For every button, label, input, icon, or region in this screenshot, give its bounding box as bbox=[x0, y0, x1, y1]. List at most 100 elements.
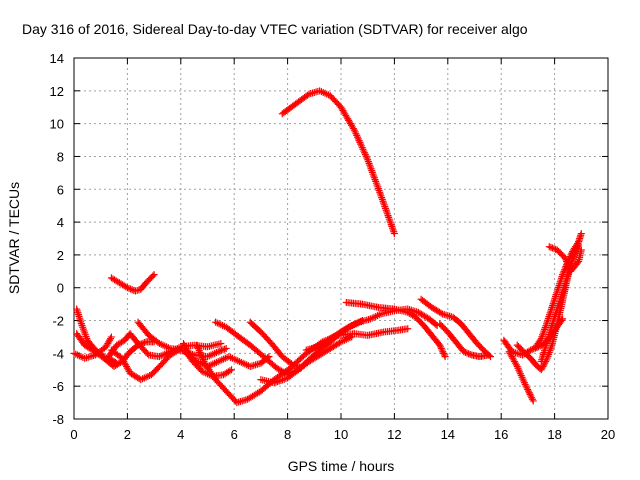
y-tick-label: 14 bbox=[50, 51, 64, 66]
data-point-marker bbox=[569, 254, 577, 262]
data-point-marker bbox=[150, 271, 158, 279]
y-tick-label: 0 bbox=[57, 281, 64, 296]
data-point-marker bbox=[512, 361, 520, 369]
data-point-marker bbox=[180, 341, 188, 349]
data-point-marker bbox=[562, 256, 570, 264]
x-tick-label: 2 bbox=[124, 427, 131, 442]
x-tick-labels: 0 2 4 6 8 10 12 14 16 18 20 bbox=[70, 427, 615, 442]
data-point-marker bbox=[465, 350, 473, 358]
y-tick-label: 12 bbox=[50, 84, 64, 99]
data-point-marker bbox=[226, 367, 234, 375]
data-point-marker bbox=[526, 390, 534, 398]
data-point-marker bbox=[564, 261, 572, 269]
data-point-marker bbox=[348, 333, 356, 341]
series-arc-j bbox=[212, 318, 356, 379]
data-point-marker bbox=[437, 344, 445, 352]
data-point-marker bbox=[570, 253, 578, 261]
y-tick-labels: -8 -6 -4 -2 0 2 4 6 8 10 12 14 bbox=[50, 51, 64, 427]
series-arc-o bbox=[417, 295, 495, 361]
data-point-marker bbox=[279, 376, 287, 384]
data-point-marker bbox=[527, 392, 535, 400]
data-point-marker bbox=[438, 346, 446, 354]
data-point-marker bbox=[545, 243, 553, 251]
data-point-marker bbox=[217, 340, 225, 348]
data-point-marker bbox=[127, 285, 135, 293]
data-point-marker bbox=[125, 284, 133, 292]
data-point-marker bbox=[525, 347, 533, 355]
data-point-marker bbox=[291, 362, 299, 370]
data-point-marker bbox=[528, 394, 536, 402]
data-point-marker bbox=[143, 350, 151, 358]
data-point-marker bbox=[522, 382, 530, 390]
data-point-marker bbox=[107, 333, 115, 341]
data-point-marker bbox=[437, 309, 445, 317]
data-point-marker bbox=[563, 257, 571, 265]
series-arc-r bbox=[505, 348, 537, 405]
data-point-marker bbox=[277, 376, 285, 384]
data-point-marker bbox=[303, 91, 311, 99]
y-tick-label: -6 bbox=[52, 379, 64, 394]
series-arc-k bbox=[246, 318, 305, 372]
x-tick-label: 20 bbox=[601, 427, 615, 442]
x-tick-label: 6 bbox=[231, 427, 238, 442]
data-point-marker bbox=[550, 245, 558, 253]
data-point-marker bbox=[221, 345, 229, 353]
x-axis-label: GPS time / hours bbox=[288, 458, 395, 474]
y-tick-label: 4 bbox=[57, 215, 64, 230]
chart-title: Day 316 of 2016, Sidereal Day-to-day VTE… bbox=[22, 21, 528, 37]
series-arc-p bbox=[436, 320, 492, 361]
data-point-marker bbox=[461, 348, 469, 356]
data-point-marker bbox=[563, 259, 571, 267]
data-point-marker bbox=[216, 347, 224, 355]
data-point-marker bbox=[177, 346, 185, 354]
data-point-marker bbox=[565, 262, 573, 270]
data-point-marker bbox=[529, 397, 537, 405]
data-point-marker bbox=[441, 353, 449, 361]
data-point-marker bbox=[181, 343, 189, 351]
data-point-marker bbox=[528, 395, 536, 403]
data-point-marker bbox=[575, 241, 583, 249]
data-point-marker bbox=[463, 349, 471, 357]
x-tick-label: 18 bbox=[547, 427, 561, 442]
data-series bbox=[70, 87, 585, 407]
data-point-marker bbox=[404, 325, 412, 333]
data-point-marker bbox=[436, 341, 444, 349]
data-point-marker bbox=[559, 315, 567, 323]
data-point-marker bbox=[122, 283, 130, 291]
data-point-marker bbox=[270, 379, 278, 387]
x-tick-label: 4 bbox=[177, 427, 184, 442]
data-point-marker bbox=[561, 254, 569, 262]
data-point-marker bbox=[128, 286, 136, 294]
y-tick-label: -2 bbox=[52, 314, 64, 329]
data-point-marker bbox=[466, 350, 474, 358]
series-arc-m bbox=[302, 305, 441, 354]
series-arc-u bbox=[537, 241, 583, 366]
data-point-marker bbox=[573, 259, 581, 267]
data-point-marker bbox=[219, 346, 227, 354]
data-point-marker bbox=[214, 348, 222, 356]
x-tick-label: 12 bbox=[387, 427, 401, 442]
x-tick-label: 8 bbox=[284, 427, 291, 442]
data-point-marker bbox=[289, 361, 297, 369]
y-tick-label: -4 bbox=[52, 346, 64, 361]
data-point-marker bbox=[524, 387, 532, 395]
data-point-marker bbox=[217, 346, 225, 354]
y-tick-label: 8 bbox=[57, 149, 64, 164]
data-point-marker bbox=[547, 243, 555, 251]
y-tick-label: 6 bbox=[57, 182, 64, 197]
data-point-marker bbox=[524, 385, 532, 393]
data-point-marker bbox=[528, 345, 536, 353]
series-arc-t bbox=[532, 230, 585, 351]
data-point-marker bbox=[527, 346, 535, 354]
data-point-marker bbox=[140, 339, 148, 347]
axis-ticks bbox=[73, 57, 609, 420]
y-axis-label: SDTVAR / TECUs bbox=[6, 182, 22, 294]
data-point-marker bbox=[525, 389, 533, 397]
data-point-marker bbox=[440, 349, 448, 357]
data-point-marker bbox=[439, 348, 447, 356]
x-tick-label: 14 bbox=[441, 427, 455, 442]
y-tick-label: 10 bbox=[50, 117, 64, 132]
data-point-marker bbox=[274, 378, 282, 386]
data-point-marker bbox=[460, 348, 468, 356]
data-point-marker bbox=[123, 284, 131, 292]
